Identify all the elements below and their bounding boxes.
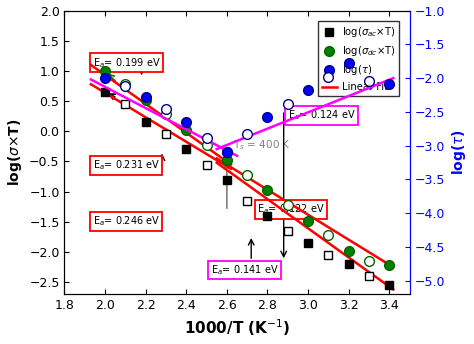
Text: E$_a$= 0.246 eV: E$_a$= 0.246 eV — [93, 215, 160, 228]
Text: E$_a$= 0.231 eV: E$_a$= 0.231 eV — [93, 159, 160, 172]
Text: T$_s$ = 400 K: T$_s$ = 400 K — [233, 139, 291, 152]
Text: E$_a$= 0.124 eV: E$_a$= 0.124 eV — [288, 108, 356, 122]
Text: E$_a$= 0.122 eV: E$_a$= 0.122 eV — [257, 203, 325, 216]
X-axis label: 1000/T (K$^{-1}$): 1000/T (K$^{-1}$) — [184, 318, 290, 338]
Legend: log($\sigma_{ac}$$\times$T), log($\sigma_{dc}$$\times$T), log($\tau$), Linear Fi: log($\sigma_{ac}$$\times$T), log($\sigma… — [318, 21, 400, 96]
Text: E$_a$= 0.199 eV: E$_a$= 0.199 eV — [93, 56, 161, 69]
Y-axis label: log($\sigma$$\times$T): log($\sigma$$\times$T) — [6, 119, 24, 186]
Y-axis label: log($\tau$): log($\tau$) — [450, 129, 468, 175]
Text: E$_a$= 0.141 eV: E$_a$= 0.141 eV — [210, 263, 278, 277]
